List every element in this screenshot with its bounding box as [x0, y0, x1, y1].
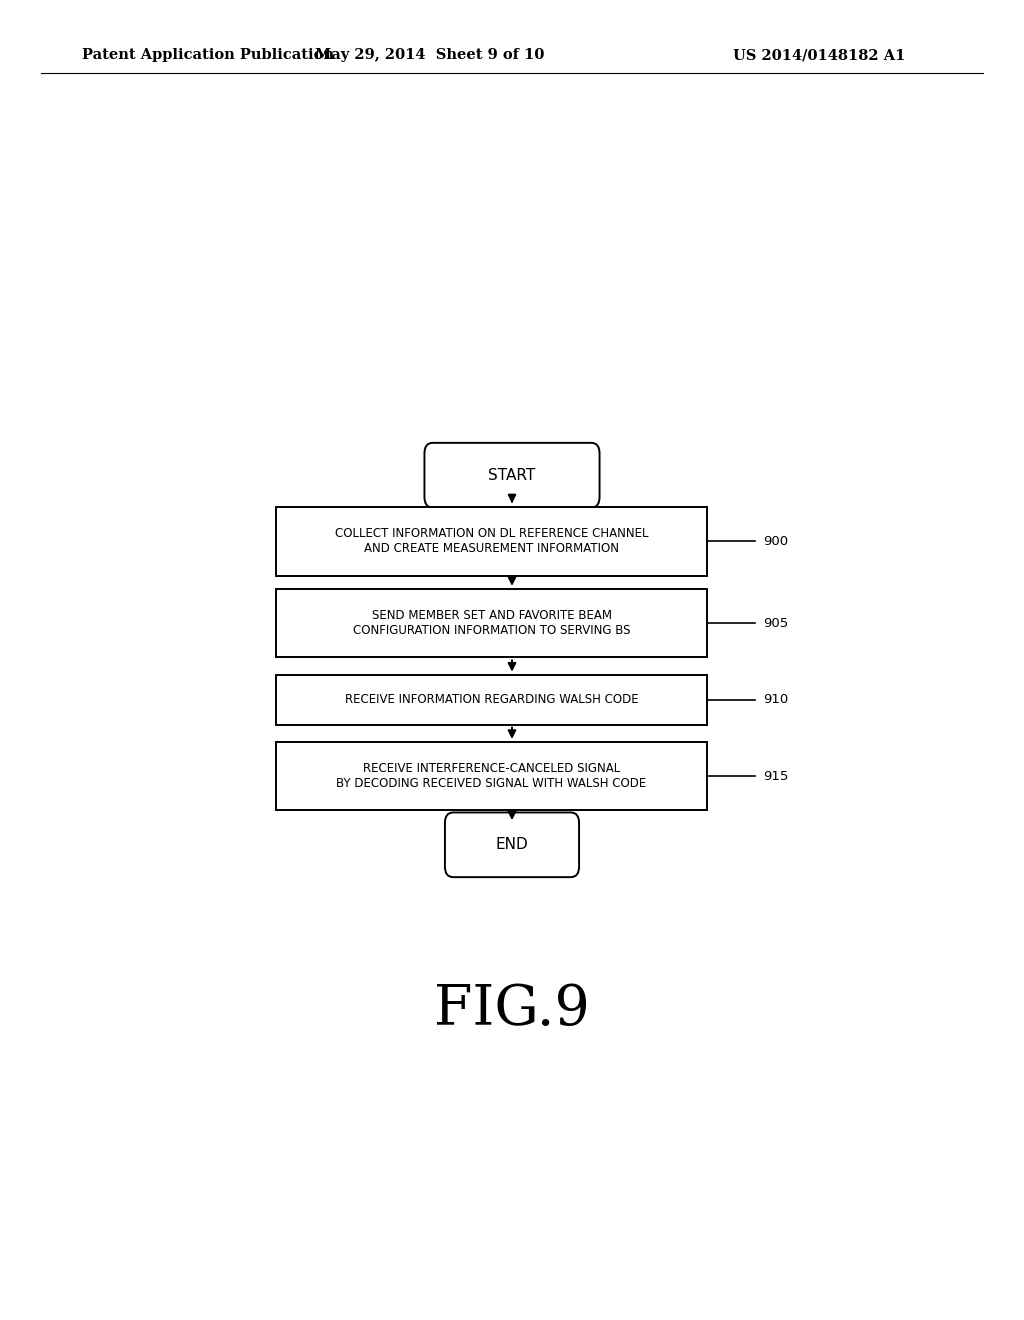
FancyBboxPatch shape [276, 742, 707, 810]
FancyBboxPatch shape [276, 507, 707, 576]
Text: 900: 900 [763, 535, 788, 548]
Text: 905: 905 [763, 616, 788, 630]
Text: US 2014/0148182 A1: US 2014/0148182 A1 [733, 49, 905, 62]
Text: SEND MEMBER SET AND FAVORITE BEAM
CONFIGURATION INFORMATION TO SERVING BS: SEND MEMBER SET AND FAVORITE BEAM CONFIG… [353, 609, 630, 638]
Text: Patent Application Publication: Patent Application Publication [82, 49, 334, 62]
Text: 915: 915 [763, 770, 788, 783]
FancyBboxPatch shape [424, 442, 599, 507]
Text: May 29, 2014  Sheet 9 of 10: May 29, 2014 Sheet 9 of 10 [315, 49, 545, 62]
Text: COLLECT INFORMATION ON DL REFERENCE CHANNEL
AND CREATE MEASUREMENT INFORMATION: COLLECT INFORMATION ON DL REFERENCE CHAN… [335, 527, 648, 556]
FancyBboxPatch shape [276, 589, 707, 657]
Text: 910: 910 [763, 693, 788, 706]
FancyBboxPatch shape [444, 813, 580, 878]
Text: RECEIVE INTERFERENCE-CANCELED SIGNAL
BY DECODING RECEIVED SIGNAL WITH WALSH CODE: RECEIVE INTERFERENCE-CANCELED SIGNAL BY … [337, 762, 646, 791]
Text: START: START [488, 467, 536, 483]
Text: FIG.9: FIG.9 [434, 982, 590, 1038]
Text: END: END [496, 837, 528, 853]
FancyBboxPatch shape [276, 675, 707, 725]
Text: RECEIVE INFORMATION REGARDING WALSH CODE: RECEIVE INFORMATION REGARDING WALSH CODE [345, 693, 638, 706]
